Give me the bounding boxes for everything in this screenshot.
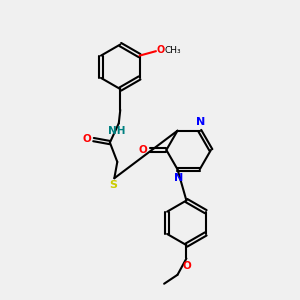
Text: S: S xyxy=(110,180,118,190)
Text: N: N xyxy=(174,173,184,183)
Text: O: O xyxy=(157,45,165,55)
Text: CH₃: CH₃ xyxy=(165,46,182,55)
Text: O: O xyxy=(182,261,191,271)
Text: O: O xyxy=(82,134,91,144)
Text: O: O xyxy=(138,145,147,155)
Text: NH: NH xyxy=(108,126,125,136)
Text: N: N xyxy=(196,117,205,127)
